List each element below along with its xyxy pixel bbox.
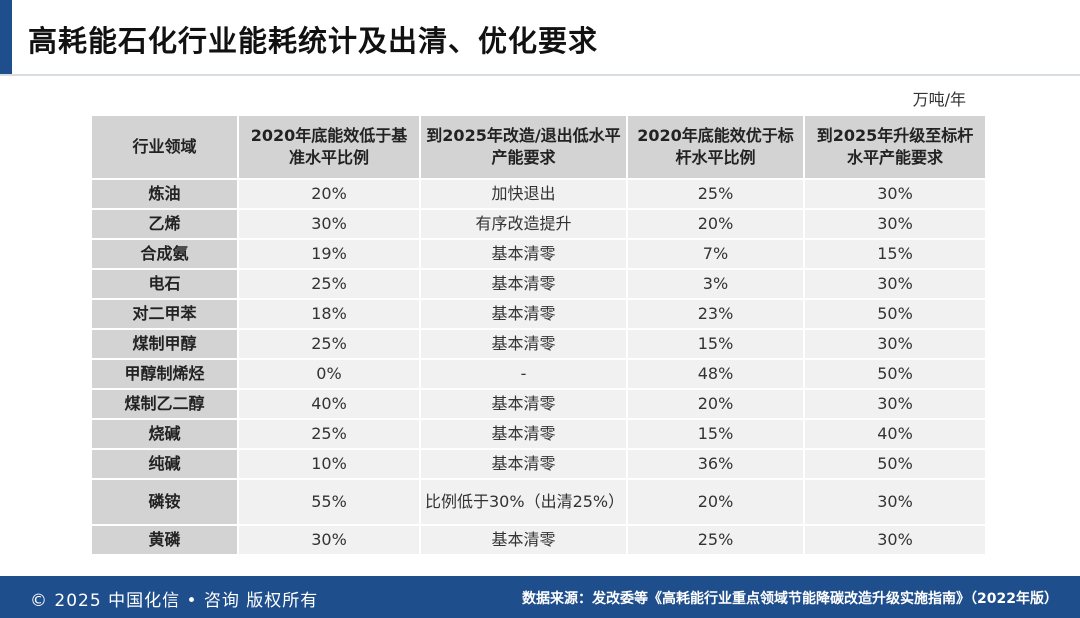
table-cell: 基本清零 bbox=[421, 300, 626, 328]
table-cell: 基本清零 bbox=[421, 330, 626, 358]
table-row: 乙烯 30% 有序改造提升 20% 30% bbox=[92, 210, 985, 238]
table-cell: 23% bbox=[628, 300, 803, 328]
table-cell: 30% bbox=[805, 270, 985, 298]
table-cell: 3% bbox=[628, 270, 803, 298]
table-cell: 比例低于30%（出清25%） bbox=[421, 480, 626, 524]
table-cell: 10% bbox=[239, 450, 419, 478]
sector-cell: 对二甲苯 bbox=[92, 300, 237, 328]
header-2025-upgrade-requirement: 到2025年升级至标杆水平产能要求 bbox=[805, 116, 985, 178]
sector-cell: 煤制甲醇 bbox=[92, 330, 237, 358]
header-sector: 行业领域 bbox=[92, 116, 237, 178]
table-cell: 25% bbox=[239, 270, 419, 298]
table-cell: 0% bbox=[239, 360, 419, 388]
sector-cell: 磷铵 bbox=[92, 480, 237, 524]
page-title: 高耗能石化行业能耗统计及出清、优化要求 bbox=[28, 24, 599, 58]
title-divider bbox=[0, 74, 1080, 76]
table-cell: 20% bbox=[239, 180, 419, 208]
table-row: 合成氨 19% 基本清零 7% 15% bbox=[92, 240, 985, 268]
table-cell: 50% bbox=[805, 300, 985, 328]
table-row: 烧碱 25% 基本清零 15% 40% bbox=[92, 420, 985, 448]
table-row: 煤制甲醇 25% 基本清零 15% 30% bbox=[92, 330, 985, 358]
table-cell: 40% bbox=[805, 420, 985, 448]
sector-cell: 甲醇制烯烃 bbox=[92, 360, 237, 388]
table-row: 甲醇制烯烃 0% - 48% 50% bbox=[92, 360, 985, 388]
table-row: 黄磷 30% 基本清零 25% 30% bbox=[92, 526, 985, 554]
sector-cell: 乙烯 bbox=[92, 210, 237, 238]
table-cell: 30% bbox=[239, 210, 419, 238]
table-row: 煤制乙二醇 40% 基本清零 20% 30% bbox=[92, 390, 985, 418]
table-cell: 19% bbox=[239, 240, 419, 268]
table-cell: 30% bbox=[805, 210, 985, 238]
table-cell: 15% bbox=[628, 420, 803, 448]
table-cell: 48% bbox=[628, 360, 803, 388]
table-row: 电石 25% 基本清零 3% 30% bbox=[92, 270, 985, 298]
table-cell: 50% bbox=[805, 360, 985, 388]
table-cell: 30% bbox=[805, 480, 985, 524]
table-cell: 15% bbox=[628, 330, 803, 358]
table-cell: 18% bbox=[239, 300, 419, 328]
sector-cell: 煤制乙二醇 bbox=[92, 390, 237, 418]
table-cell: 25% bbox=[628, 180, 803, 208]
table-cell: 30% bbox=[805, 526, 985, 554]
table-cell: 25% bbox=[628, 526, 803, 554]
sector-cell: 烧碱 bbox=[92, 420, 237, 448]
sector-cell: 合成氨 bbox=[92, 240, 237, 268]
sector-cell: 炼油 bbox=[92, 180, 237, 208]
sector-cell: 黄磷 bbox=[92, 526, 237, 554]
table-row: 磷铵 55% 比例低于30%（出清25%） 20% 30% bbox=[92, 480, 985, 524]
source-note: 数据来源：发改委等《高耗能行业重点领域节能降碳改造升级实施指南》（2022年版） bbox=[522, 591, 1058, 607]
table-cell: 25% bbox=[239, 330, 419, 358]
table-cell: 20% bbox=[628, 480, 803, 524]
table-cell: 基本清零 bbox=[421, 390, 626, 418]
table-cell: - bbox=[421, 360, 626, 388]
table-cell: 基本清零 bbox=[421, 420, 626, 448]
table-cell: 15% bbox=[805, 240, 985, 268]
table-cell: 基本清零 bbox=[421, 240, 626, 268]
header-2025-retrofit-requirement: 到2025年改造/退出低水平产能要求 bbox=[421, 116, 626, 178]
unit-label: 万吨/年 bbox=[912, 90, 966, 109]
header-above-benchmark-ratio: 2020年底能效优于标杆水平比例 bbox=[628, 116, 803, 178]
sector-cell: 电石 bbox=[92, 270, 237, 298]
header-below-benchmark-ratio: 2020年底能效低于基准水平比例 bbox=[239, 116, 419, 178]
table-cell: 40% bbox=[239, 390, 419, 418]
table-row: 对二甲苯 18% 基本清零 23% 50% bbox=[92, 300, 985, 328]
table-cell: 30% bbox=[805, 390, 985, 418]
table-cell: 加快退出 bbox=[421, 180, 626, 208]
table-row: 纯碱 10% 基本清零 36% 50% bbox=[92, 450, 985, 478]
table-row: 炼油 20% 加快退出 25% 30% bbox=[92, 180, 985, 208]
table-cell: 30% bbox=[805, 180, 985, 208]
table-cell: 55% bbox=[239, 480, 419, 524]
table-cell: 基本清零 bbox=[421, 526, 626, 554]
energy-statistics-table: 行业领域 2020年底能效低于基准水平比例 到2025年改造/退出低水平产能要求… bbox=[90, 114, 987, 556]
sector-cell: 纯碱 bbox=[92, 450, 237, 478]
table-cell: 50% bbox=[805, 450, 985, 478]
table-cell: 7% bbox=[628, 240, 803, 268]
table-header-row: 行业领域 2020年底能效低于基准水平比例 到2025年改造/退出低水平产能要求… bbox=[92, 116, 985, 178]
table-cell: 基本清零 bbox=[421, 450, 626, 478]
table-cell: 20% bbox=[628, 210, 803, 238]
table-cell: 36% bbox=[628, 450, 803, 478]
table-cell: 20% bbox=[628, 390, 803, 418]
table-cell: 30% bbox=[805, 330, 985, 358]
footer-bar: © 2025 中国化信 • 咨询 版权所有 数据来源：发改委等《高耗能行业重点领… bbox=[0, 576, 1080, 618]
table-cell: 基本清零 bbox=[421, 270, 626, 298]
copyright-text: © 2025 中国化信 • 咨询 版权所有 bbox=[30, 591, 319, 611]
title-accent-bar bbox=[0, 0, 12, 74]
table-cell: 有序改造提升 bbox=[421, 210, 626, 238]
table-cell: 25% bbox=[239, 420, 419, 448]
table-cell: 30% bbox=[239, 526, 419, 554]
